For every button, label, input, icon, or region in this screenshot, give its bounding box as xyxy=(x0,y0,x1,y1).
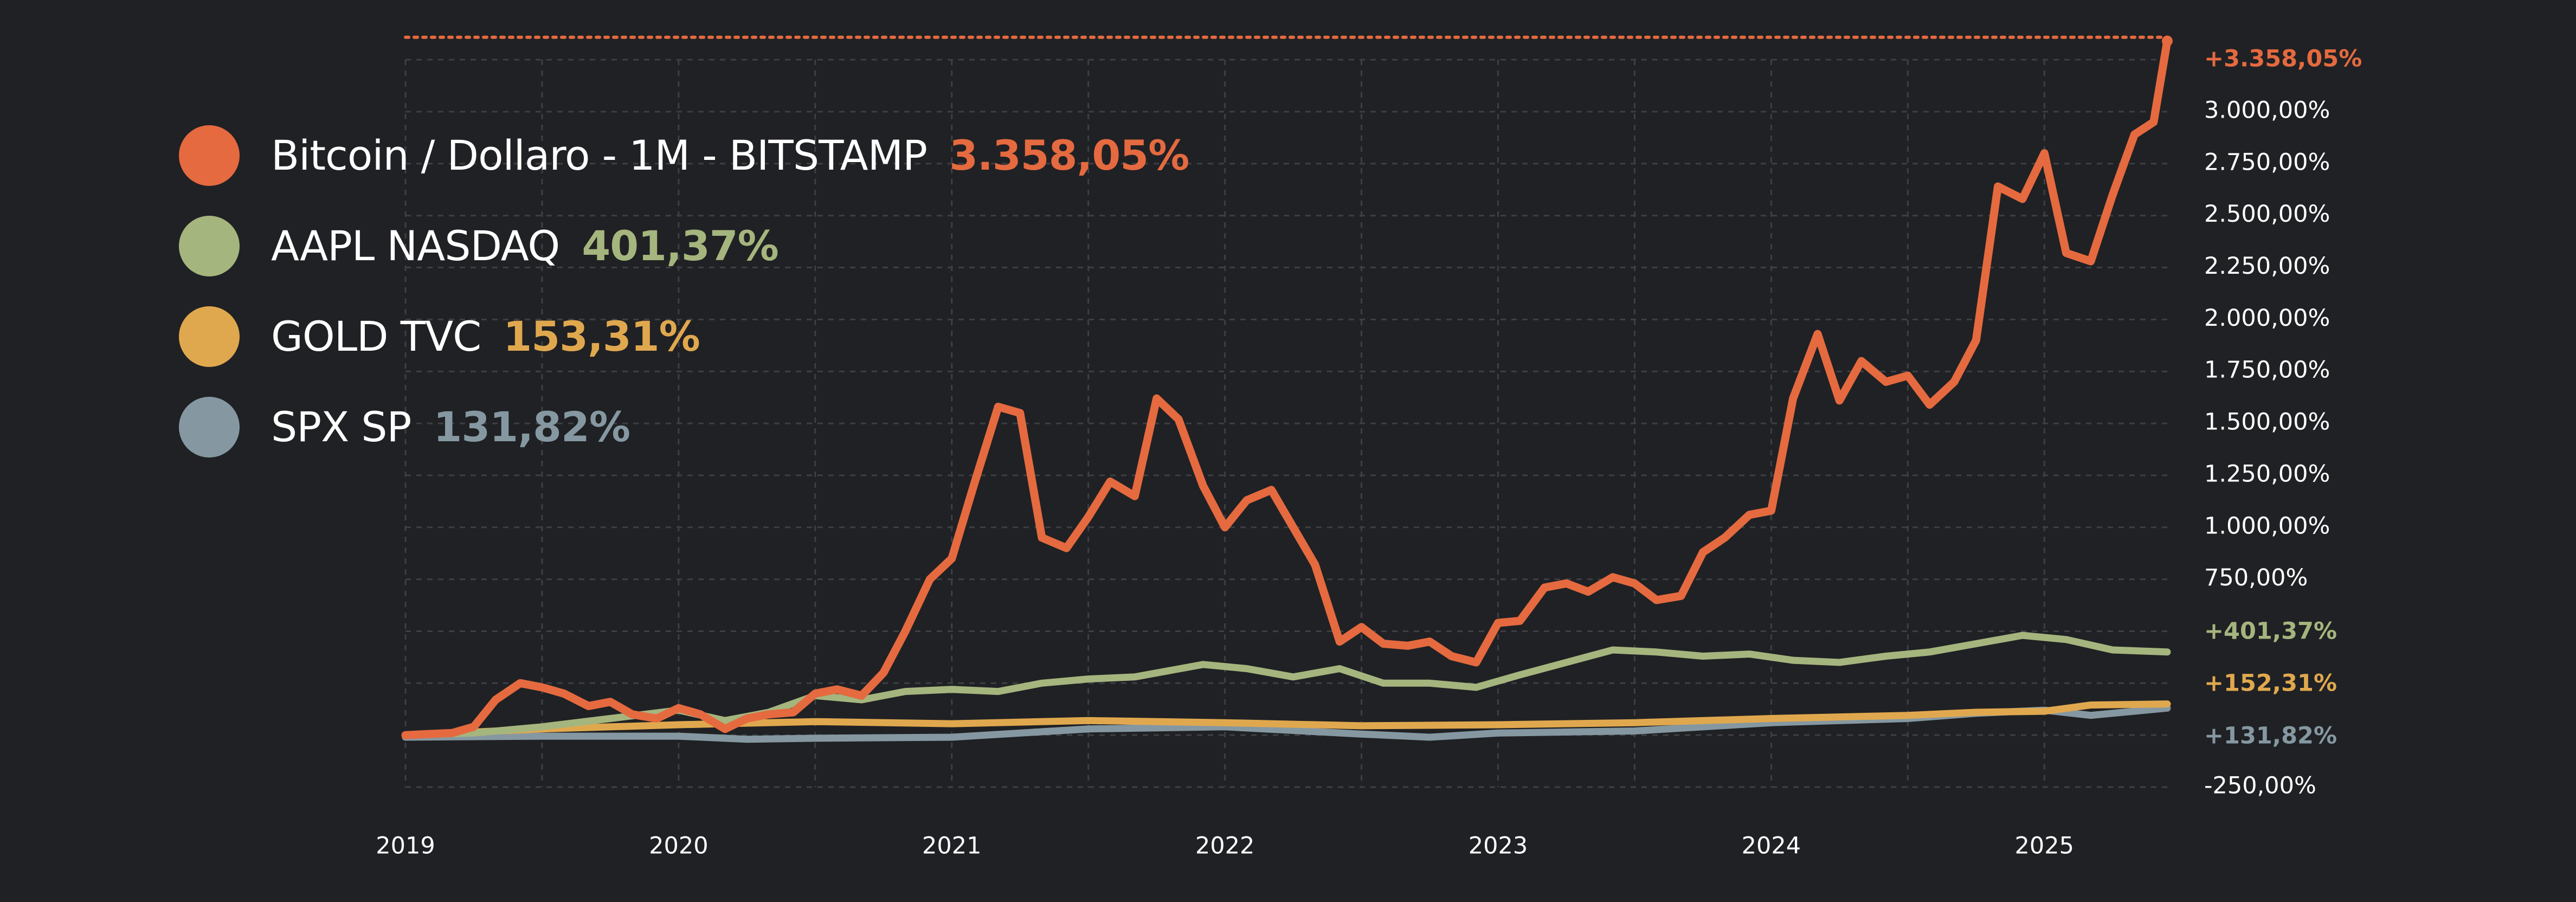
legend-label-bitcoin: Bitcoin / Dollaro - 1M - BITSTAMP xyxy=(271,131,928,179)
legend-value-bitcoin: 3.358,05% xyxy=(949,131,1189,179)
y-tick-label: 2.500,00% xyxy=(2204,201,2330,228)
y-tick-label: 2.000,00% xyxy=(2204,305,2330,332)
y-tick-label: 1.500,00% xyxy=(2204,409,2330,436)
y-tick-label: 1.000,00% xyxy=(2204,512,2330,539)
y-tick-label: 1.250,00% xyxy=(2204,460,2330,487)
x-tick-label: 2019 xyxy=(376,833,435,860)
legend-item-gold[interactable]: GOLD TVC 153,31% xyxy=(179,305,1189,369)
y-axis: 3.000,00% 2.750,00% 2.500,00% 2.250,00% 2.00… xyxy=(2204,97,2330,800)
legend-label-aapl: AAPL NASDAQ xyxy=(271,222,560,270)
x-axis: 2019 2020 2021 2022 2023 2024 2025 xyxy=(376,833,2074,860)
x-tick-label: 2020 xyxy=(649,833,708,860)
legend-value-spx: 131,82% xyxy=(433,403,630,451)
x-tick-label: 2024 xyxy=(1742,833,1801,860)
y-tick-label: 3.000,00% xyxy=(2204,97,2330,124)
y-tick-label: 750,00% xyxy=(2204,564,2308,591)
legend-dot-bitcoin xyxy=(179,125,240,186)
legend-dot-spx xyxy=(179,397,240,458)
legend-value-aapl: 401,37% xyxy=(582,222,778,270)
y-tick-label: 2.750,00% xyxy=(2204,149,2330,176)
chart-grid xyxy=(404,59,2167,788)
x-tick-label: 2021 xyxy=(922,833,981,860)
axis-value-badge-spx: +131,82% xyxy=(2204,723,2337,750)
x-tick-label: 2022 xyxy=(1195,833,1254,860)
x-tick-label: 2025 xyxy=(2015,833,2074,860)
x-tick-label: 2023 xyxy=(1469,833,1528,860)
legend-item-bitcoin[interactable]: Bitcoin / Dollaro - 1M - BITSTAMP 3.358,… xyxy=(179,124,1189,188)
y-tick-label: 2.250,00% xyxy=(2204,253,2330,280)
legend-item-spx[interactable]: SPX SP 131,82% xyxy=(179,395,1189,459)
last-value-badges: +3.358,05% +401,37% +152,31% +131,82% xyxy=(2204,46,2362,750)
legend-item-aapl[interactable]: AAPL NASDAQ 401,37% xyxy=(179,214,1189,278)
legend: Bitcoin / Dollaro - 1M - BITSTAMP 3.358,… xyxy=(179,124,1189,486)
axis-value-badge-bitcoin: +3.358,05% xyxy=(2204,46,2362,73)
series-line-gold xyxy=(402,700,2171,739)
legend-value-gold: 153,31% xyxy=(503,312,700,360)
series-lines xyxy=(401,35,2173,743)
legend-dot-aapl xyxy=(179,216,240,276)
series-end-point-bitcoin xyxy=(2162,35,2173,47)
y-tick-label: 1.750,00% xyxy=(2204,357,2330,384)
legend-label-spx: SPX SP xyxy=(271,403,411,451)
legend-dot-gold xyxy=(179,306,240,367)
axis-value-badge-gold: +152,31% xyxy=(2204,670,2337,697)
legend-label-gold: GOLD TVC xyxy=(271,312,481,360)
y-tick-label: -250,00% xyxy=(2204,772,2316,800)
series-line-bitcoin xyxy=(401,37,2172,739)
axis-value-badge-aapl: +401,37% xyxy=(2204,618,2337,645)
